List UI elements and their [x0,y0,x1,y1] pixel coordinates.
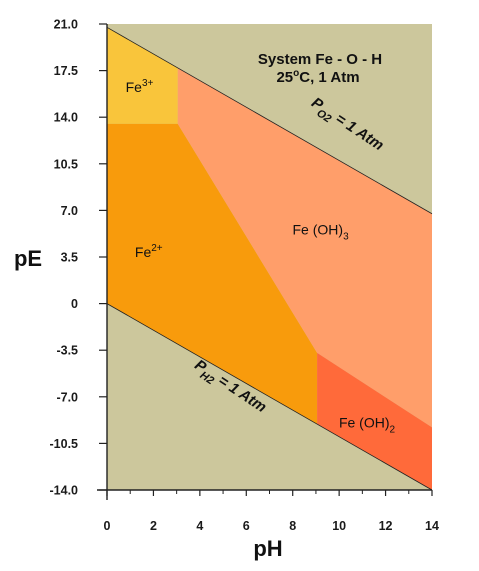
x-tick-label-0: 0 [104,519,111,533]
x-tick-label-12: 12 [379,519,393,533]
region-1-label: Fe3+ [126,78,154,95]
x-tick-label-10: 10 [332,519,346,533]
chart-subtitle: 25oC, 1 Atm [276,68,359,86]
region-2-area [107,123,318,425]
x-tick-label-6: 6 [243,519,250,533]
tick-marks [99,23,433,496]
y-tick-label--7.0: -7.0 [56,390,78,404]
y-tick-label-14.0: 14.0 [54,111,78,125]
boundary-lines [106,26,433,491]
y-axis-title: pE [14,246,42,271]
region-3-area [177,67,432,428]
region-2-label: Fe2+ [135,243,163,260]
y-tick-label-0: 0 [71,297,78,311]
y-tick-label-7.0: 7.0 [61,204,78,218]
y-tick-label-17.5: 17.5 [54,64,78,78]
y-tick-label--3.5: -3.5 [56,344,78,358]
y-tick-label--10.5: -10.5 [50,437,79,451]
x-tick-label-2: 2 [150,519,157,533]
region-4-label: Fe (OH)2 [339,414,396,435]
region-1-area [107,27,178,124]
chart-title: System Fe - O - H [258,51,382,68]
y-tick-label--14.0: -14.0 [50,484,79,498]
x-axis-title: pH [253,536,282,561]
x-tick-label-4: 4 [196,519,203,533]
x-tick-label-8: 8 [289,519,296,533]
boundary-line-2 [106,303,433,491]
stability-regions [107,27,432,490]
y-tick-label-10.5: 10.5 [54,157,78,171]
y-tick-label-3.5: 3.5 [61,251,78,265]
region-3-label: Fe (OH)3 [293,221,350,242]
y-tick-label-21.0: 21.0 [54,18,78,32]
boundary-line-1 [106,26,433,215]
x-tick-label-14: 14 [425,519,439,533]
region-4-area [317,352,432,490]
